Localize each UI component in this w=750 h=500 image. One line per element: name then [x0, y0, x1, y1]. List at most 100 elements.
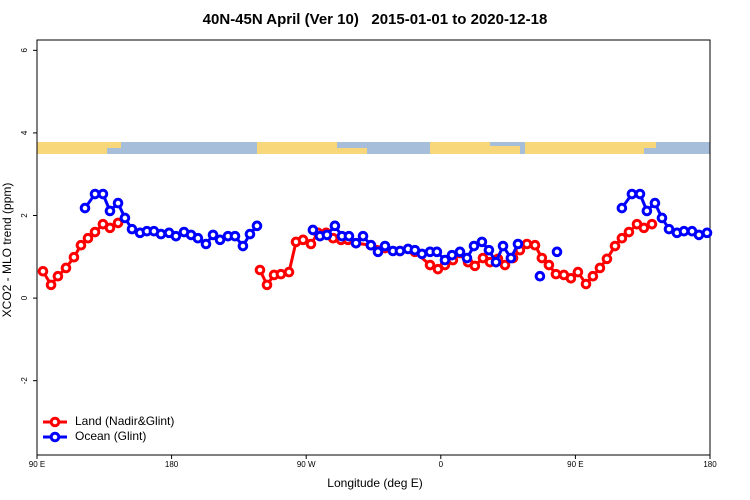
data-point — [468, 240, 480, 252]
data-point — [79, 202, 91, 214]
data-point — [646, 218, 658, 230]
y-tick-label: 2 — [20, 213, 29, 218]
data-point — [170, 230, 182, 242]
data-point — [701, 227, 713, 239]
data-point — [321, 229, 333, 241]
data-point — [490, 256, 502, 268]
data-point — [543, 259, 555, 271]
data-point — [499, 259, 511, 271]
x-tick-label: 180 — [703, 460, 717, 469]
x-axis-label: Longitude (deg E) — [327, 476, 422, 490]
data-point — [329, 220, 341, 232]
data-point — [89, 226, 101, 238]
plot-frame — [36, 39, 711, 456]
data-point — [512, 238, 524, 250]
data-point — [52, 270, 64, 282]
chart-title: 40N-45N April (Ver 10) 2015-01-01 to 202… — [203, 11, 548, 28]
data-point — [112, 197, 124, 209]
data-point — [623, 226, 635, 238]
data-point — [572, 266, 584, 278]
data-point — [476, 236, 488, 248]
x-tick-label: 180 — [165, 460, 179, 469]
data-point — [37, 265, 49, 277]
y-tick-label: 6 — [20, 48, 29, 53]
data-point — [200, 238, 212, 250]
x-tick-label: 90 E — [567, 460, 583, 469]
data-point — [461, 252, 473, 264]
data-point — [626, 188, 638, 200]
data-point — [372, 246, 384, 258]
data-point — [97, 188, 109, 200]
data-point — [244, 228, 256, 240]
y-tick-label: 4 — [20, 130, 29, 135]
data-point — [634, 188, 646, 200]
data-point — [649, 197, 661, 209]
data-point — [379, 240, 391, 252]
data-point — [536, 252, 548, 264]
data-point — [551, 246, 563, 258]
data-point — [229, 230, 241, 242]
data-point — [112, 217, 124, 229]
data-point — [609, 240, 621, 252]
x-tick-label: 0 — [439, 460, 444, 469]
y-tick-label: 0 — [20, 295, 29, 300]
x-tick-label: 90 W — [297, 460, 316, 469]
data-point — [424, 259, 436, 271]
data-point — [616, 202, 628, 214]
data-point — [693, 229, 705, 241]
data-point — [45, 279, 57, 291]
x-tick-label: 90 E — [29, 460, 45, 469]
data-point — [587, 270, 599, 282]
data-point — [307, 224, 319, 236]
data-point — [251, 220, 263, 232]
data-point — [68, 251, 80, 263]
data-point — [454, 246, 466, 258]
legend-label: Land (Nadir&Glint) — [75, 414, 174, 428]
data-point — [104, 205, 116, 217]
data-point — [534, 270, 546, 282]
data-point — [663, 223, 675, 235]
data-point — [357, 230, 369, 242]
data-point — [343, 230, 355, 242]
data-point — [656, 212, 668, 224]
data-point — [237, 240, 249, 252]
data-point — [550, 268, 562, 280]
data-point — [446, 249, 458, 261]
data-point — [192, 232, 204, 244]
data-point — [594, 262, 606, 274]
data-point — [214, 234, 226, 246]
data-point — [565, 272, 577, 284]
data-point — [283, 266, 295, 278]
data-point — [416, 248, 428, 260]
data-point — [261, 279, 273, 291]
data-point — [580, 278, 592, 290]
data-point — [394, 245, 406, 257]
y-tick-label: -2 — [20, 377, 29, 385]
data-point — [254, 264, 266, 276]
land-mask — [37, 142, 710, 154]
legend-marker — [49, 416, 61, 428]
data-point — [365, 239, 377, 251]
data-point — [505, 252, 517, 264]
data-point — [155, 228, 167, 240]
data-point — [521, 238, 533, 250]
data-point — [641, 205, 653, 217]
data-point — [678, 225, 690, 237]
data-point — [275, 268, 287, 280]
data-point — [431, 246, 443, 258]
data-point — [638, 222, 650, 234]
y-axis-label: XCO2 - MLO trend (ppm) — [0, 183, 14, 318]
data-point — [469, 260, 481, 272]
legend-label: Ocean (Glint) — [75, 429, 146, 443]
data-point — [60, 262, 72, 274]
data-point — [350, 237, 362, 249]
data-point — [616, 232, 628, 244]
data-point — [75, 239, 87, 251]
data-point — [119, 212, 131, 224]
data-point — [439, 254, 451, 266]
data-point — [305, 238, 317, 250]
data-point — [297, 234, 309, 246]
data-point — [104, 222, 116, 234]
legend-marker — [49, 431, 61, 443]
